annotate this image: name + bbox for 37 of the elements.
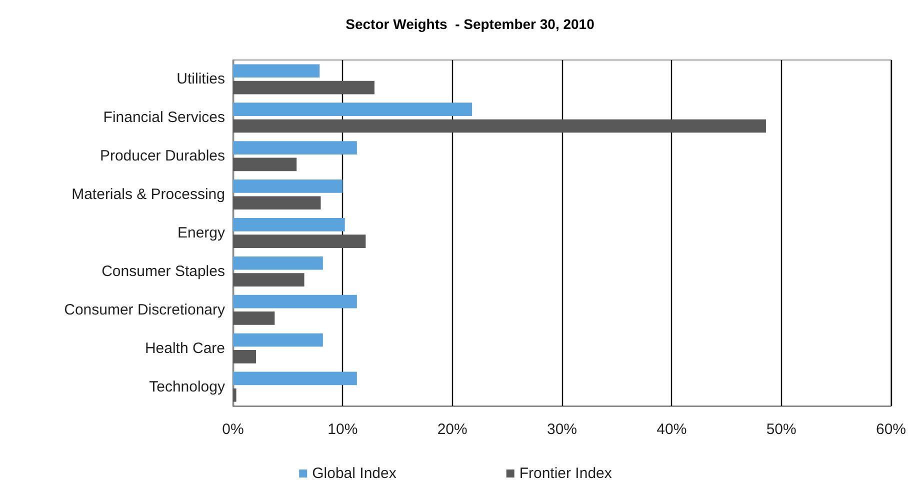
bar	[233, 333, 323, 347]
y-tick-label: Consumer Discretionary	[64, 301, 226, 318]
bar	[233, 372, 357, 386]
x-tick-label: 20%	[437, 421, 468, 438]
bar	[233, 388, 236, 402]
bar	[233, 312, 275, 325]
x-tick-label: 50%	[766, 421, 796, 438]
bar	[233, 119, 766, 133]
bar	[233, 158, 297, 172]
y-tick-label: Technology	[149, 378, 226, 396]
y-tick-label: Consumer Staples	[102, 262, 225, 280]
y-tick-label: Materials & Processing	[72, 186, 225, 204]
legend-label: Frontier Index	[519, 465, 612, 482]
bar	[233, 180, 343, 193]
legend-label: Global Index	[312, 465, 397, 482]
bar	[233, 141, 357, 154]
bar	[233, 234, 366, 248]
x-tick-label: 10%	[328, 421, 358, 438]
bar	[233, 102, 472, 116]
bar	[233, 218, 345, 232]
chart-title: Sector Weights - September 30, 2010	[346, 16, 595, 32]
bar	[233, 273, 304, 286]
y-tick-label: Energy	[177, 224, 226, 242]
x-tick-label: 30%	[546, 421, 578, 438]
x-tick-label: 40%	[656, 421, 687, 438]
bar	[233, 80, 374, 94]
bar	[233, 350, 256, 364]
x-tick-label: 0%	[222, 421, 244, 438]
bar	[233, 256, 323, 270]
bar	[233, 196, 321, 210]
y-tick-label: Producer Durables	[100, 148, 225, 165]
bar	[233, 64, 320, 78]
y-tick-label: Financial Services	[103, 109, 225, 126]
x-tick-label: 60%	[876, 421, 906, 438]
bar	[233, 294, 357, 308]
y-tick-label: Utilities	[176, 70, 225, 88]
y-tick-label: Health Care	[144, 340, 225, 357]
